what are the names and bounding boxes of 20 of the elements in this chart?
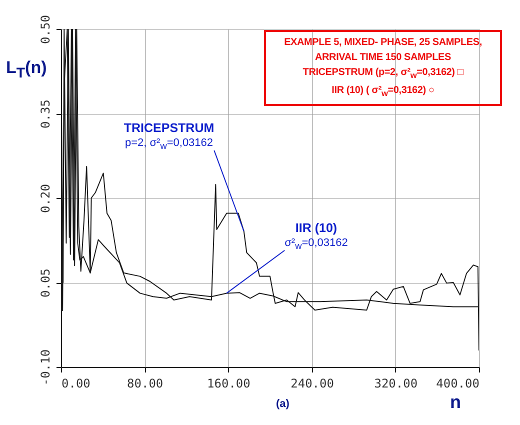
x-tick-label: 160.00	[207, 376, 250, 390]
x-tick-label: 240.00	[290, 376, 334, 390]
annotation: EXAMPLE 5, MIXED- PHASE, 25 SAMPLES,	[283, 36, 483, 50]
x-tick-label: 80.00	[127, 376, 164, 390]
y-tick-label: 0.50	[38, 15, 52, 44]
x-tick-label: 320.00	[374, 376, 418, 390]
y-tick-label: 0.05	[38, 268, 52, 298]
annotation: ARRIVAL TIME 150 SAMPLES	[314, 51, 452, 65]
x-axis-title: n	[450, 392, 461, 413]
annotation: IIR (10) ( σ²$_{w}$=0,3162) ○	[330, 84, 436, 100]
text: (a)	[276, 398, 290, 410]
annotation: TRICEPSTRUM p=2, σ²$_{w}$=0,03162	[124, 121, 214, 154]
y-tick-label: 0.35	[38, 100, 52, 128]
x-tick-label: 0.00	[62, 376, 90, 390]
y-tick-label: -0.10	[38, 349, 52, 386]
x-tick-label: 400.00	[436, 376, 480, 390]
annotation: TRICEPSTRUM (p=2, σ²$_{w}$=0,3162) □	[302, 66, 464, 82]
annotation: IIR (10) σ²$_{w}$=0,03162	[284, 221, 348, 254]
y-axis-title: L$_{T}$(n)	[6, 58, 47, 82]
y-tick-label: 0.20	[38, 184, 52, 213]
